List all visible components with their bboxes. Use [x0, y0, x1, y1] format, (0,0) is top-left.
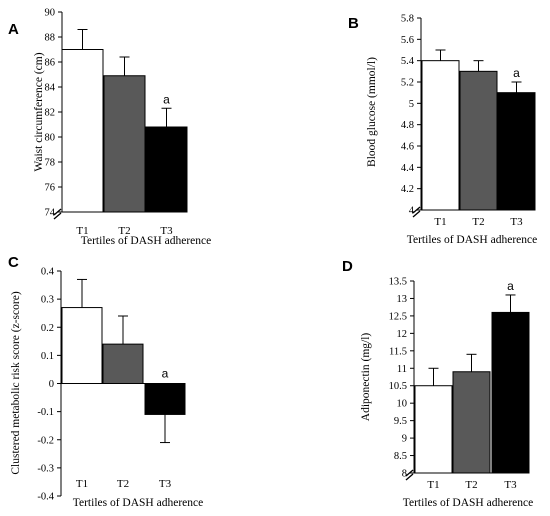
- y-tick-label: 82: [45, 108, 56, 119]
- axis-break-mark: [412, 210, 421, 218]
- y-tick-label: 86: [45, 58, 56, 69]
- y-tick-label: 9.5: [394, 416, 407, 427]
- y-tick-label: 0.1: [41, 351, 54, 362]
- x-category-label: T3: [504, 479, 517, 491]
- bar-t3: [497, 92, 536, 211]
- significance-label: a: [507, 279, 514, 293]
- panel-letter: C: [8, 254, 19, 271]
- x-axis-title: Tertiles of DASH adherence: [403, 497, 533, 509]
- y-tick-label: 4.8: [401, 120, 414, 131]
- x-category-label: T2: [117, 478, 129, 490]
- axis-break-mark: [405, 469, 414, 477]
- y-tick-label: 4: [409, 206, 415, 217]
- y-tick-label: 8: [402, 469, 407, 480]
- x-category-label: T3: [510, 216, 523, 228]
- panel-letter: A: [8, 21, 19, 38]
- x-axis-title: Tertiles of DASH adherence: [73, 497, 203, 509]
- x-category-label: T2: [472, 216, 484, 228]
- y-tick-label: 8.5: [394, 451, 407, 462]
- panel-c: C -0.4 -0.3 -0.2 -0.1 0 0.1 0.2 0.3 0.4 T1 T2 a T3 Ter…: [8, 254, 203, 509]
- axis-break-mark: [53, 212, 62, 220]
- y-tick-label: -0.3: [37, 463, 54, 474]
- y-tick-label: 13.5: [389, 277, 407, 288]
- y-axis-title: Waist circumference (cm): [33, 52, 45, 171]
- y-tick-label: 10.5: [389, 381, 407, 392]
- bar-t1: [61, 307, 103, 384]
- panel-letter: D: [342, 258, 353, 275]
- x-category-label: T3: [159, 478, 172, 490]
- y-tick-label: 76: [45, 183, 56, 194]
- y-tick-label: -0.1: [37, 407, 54, 418]
- x-category-label: T1: [76, 478, 88, 490]
- x-category-label: T2: [465, 479, 477, 491]
- x-category-label: T3: [160, 225, 173, 237]
- y-tick-label: 78: [45, 158, 56, 169]
- y-axis-title: Blood glucose (mmol/l): [366, 57, 378, 167]
- y-tick-label: 5.2: [401, 78, 414, 89]
- y-tick-label: 5.4: [401, 56, 415, 67]
- y-tick-label: -0.2: [37, 435, 54, 446]
- y-tick-label: 80: [45, 133, 56, 144]
- x-category-label: T1: [427, 479, 439, 491]
- y-tick-label: 11.5: [389, 346, 407, 357]
- y-tick-label: 84: [45, 83, 56, 94]
- bar-t2: [103, 75, 146, 213]
- y-tick-label: 0.2: [41, 323, 54, 334]
- y-tick-label: 88: [45, 33, 56, 44]
- bar-t1: [61, 49, 104, 213]
- y-tick-label: 4.6: [401, 142, 414, 153]
- x-axis-title: Tertiles of DASH adherence: [407, 234, 537, 246]
- y-tick-label: 12: [397, 329, 408, 340]
- y-tick-label: 5.6: [401, 35, 414, 46]
- y-tick-label: 0.3: [41, 295, 54, 306]
- y-tick-label: 74: [45, 208, 56, 219]
- bar-t1: [414, 385, 453, 474]
- bar-t2: [102, 343, 144, 384]
- y-tick-label: 5.8: [401, 14, 414, 25]
- x-category-label: T1: [434, 216, 446, 228]
- y-tick-label: 0.4: [41, 267, 55, 278]
- bar-t3: [491, 311, 530, 474]
- y-tick-label: 4.4: [401, 163, 415, 174]
- bar-t2: [459, 70, 498, 211]
- y-axis-title: Clustered metabolic risk score (z-score): [10, 291, 22, 474]
- axis-break-mark: [405, 473, 414, 481]
- bar-t2: [452, 371, 491, 474]
- axis-break-mark: [412, 206, 421, 214]
- bar-t3: [144, 383, 186, 415]
- y-tick-label: 9: [402, 434, 407, 445]
- y-tick-label: 90: [45, 8, 56, 19]
- panel-d: D 8 8.5 9 9.5 10 10.5 11 11.5 12 12.5 13 13.5 T1 T2 a T3…: [342, 258, 533, 509]
- bar-t1: [421, 60, 460, 211]
- panel-b: B 4 4.2 4.4 4.6 4.8 5 5.2 5.4 5.6 5.8 T1 T2 a T3 Tertil…: [348, 14, 537, 247]
- y-tick-label: 12.5: [389, 311, 407, 322]
- y-tick-label: 5: [409, 99, 414, 110]
- y-tick-label: 4.2: [401, 184, 414, 195]
- y-tick-label: -0.4: [37, 492, 54, 503]
- axis-break-mark: [53, 208, 62, 216]
- panel-letter: B: [348, 15, 359, 32]
- x-axis-title: Tertiles of DASH adherence: [81, 235, 211, 247]
- x-category-label: T1: [76, 225, 88, 237]
- significance-label: a: [162, 367, 169, 381]
- y-tick-label: 0: [49, 379, 54, 390]
- x-category-label: T2: [118, 225, 130, 237]
- y-tick-label: 13: [397, 294, 408, 305]
- significance-label: a: [163, 92, 170, 106]
- significance-label: a: [513, 66, 520, 80]
- y-axis-title: Adiponectin (mg/l): [360, 333, 372, 422]
- y-tick-label: 10: [397, 399, 408, 410]
- y-tick-label: 11: [397, 364, 407, 375]
- bar-t3: [145, 126, 188, 213]
